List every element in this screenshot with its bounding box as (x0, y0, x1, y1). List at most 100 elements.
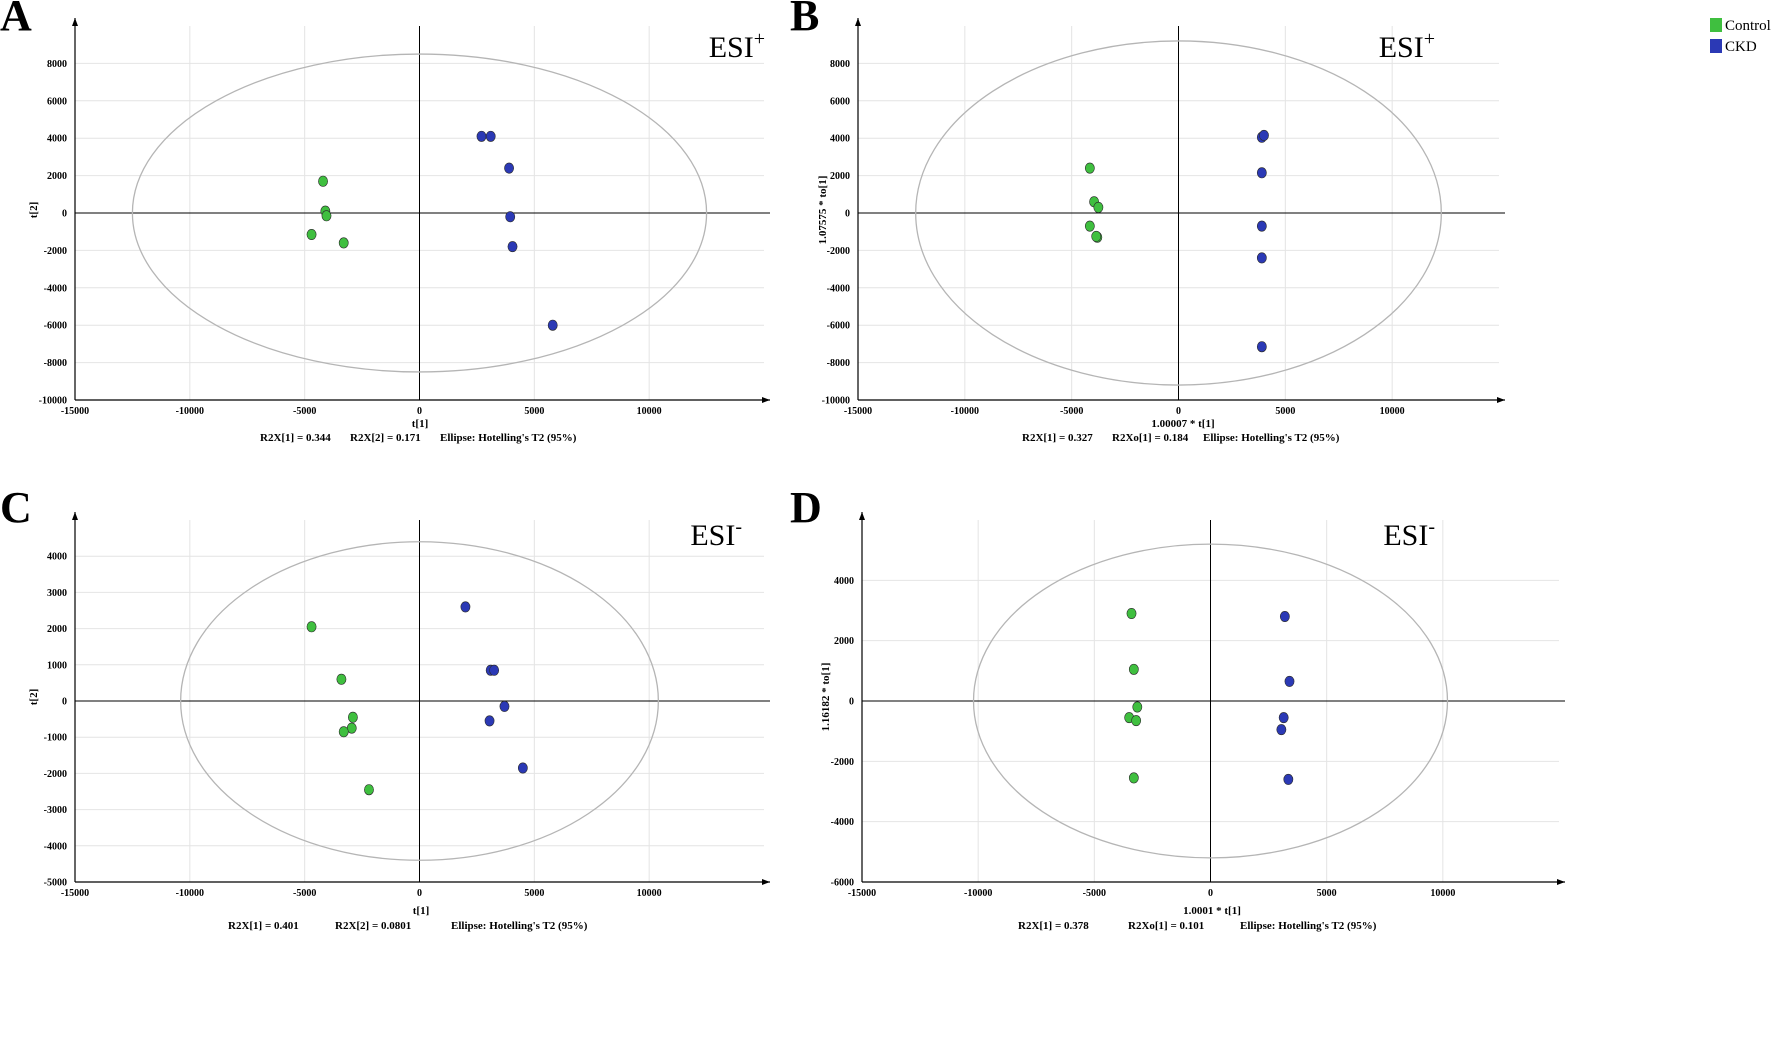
y-axis-arrow (855, 18, 861, 26)
y-axis-arrow (72, 512, 78, 520)
data-point-control (1084, 162, 1095, 174)
y-axis-arrow (72, 18, 78, 26)
x-tick-label: 10000 (637, 406, 662, 417)
x-tick-label: 5000 (524, 888, 544, 899)
x-tick-label: -15000 (61, 406, 89, 417)
x-axis-title: t[1] (413, 905, 430, 917)
y-tick-label: 6000 (830, 96, 850, 107)
x-axis-arrow (762, 879, 770, 885)
y-tick-label: -8000 (827, 358, 850, 369)
data-point-ckd (1259, 129, 1269, 141)
panel-a: -15000 -10000 -5000 0 5000 10000-10000-8000-6… (0, 0, 770, 444)
panels-layer: -15000 -10000 -5000 0 5000 10000-10000-8000-6… (0, 0, 1565, 932)
y-tick-label: 0 (845, 209, 850, 220)
panel-title-sup: - (735, 516, 742, 538)
x-tick-label: -15000 (61, 888, 89, 899)
x-tick-label: 5000 (1317, 888, 1337, 899)
x-tick-label: 5000 (524, 406, 544, 417)
hotelling-ellipse (915, 40, 1442, 386)
data-point-control (364, 784, 374, 796)
y-axis-arrow (859, 512, 865, 520)
y-tick-label: 8000 (830, 59, 850, 70)
data-point-control (1126, 608, 1137, 620)
y-tick-label: 4000 (47, 552, 67, 563)
data-point-ckd (507, 241, 518, 253)
data-point-control (1128, 772, 1139, 784)
data-point-ckd (1279, 611, 1290, 623)
y-tick-label: 2000 (830, 171, 850, 182)
panel-title: ESI+ (1379, 28, 1435, 64)
y-tick-label: 1000 (47, 660, 67, 671)
x-tick-label: -10000 (176, 406, 204, 417)
x-axis-arrow (1497, 397, 1505, 403)
model-stat: R2X[1] = 0.327 (1022, 432, 1093, 444)
y-tick-label: 8000 (47, 59, 67, 70)
y-tick-label: -2000 (827, 246, 850, 257)
x-axis-title: t[1] (412, 418, 429, 430)
data-point-ckd (489, 664, 500, 676)
y-tick-label: -6000 (44, 321, 67, 332)
hotelling-ellipse (972, 543, 1449, 859)
data-point-control (338, 237, 349, 249)
data-point-ckd (517, 762, 528, 774)
x-tick-label: -5000 (1083, 888, 1106, 899)
y-tick-label: -5000 (44, 878, 67, 889)
panel-title-main: ESI (709, 31, 754, 64)
x-tick-label: -10000 (176, 888, 204, 899)
x-tick-label: 10000 (1380, 406, 1405, 417)
y-tick-label: -10000 (822, 396, 850, 407)
y-tick-label: 2000 (47, 624, 67, 635)
y-axis-title: 1.07575 * to[1] (817, 176, 829, 245)
x-axis-arrow (762, 397, 770, 403)
y-axis-title: 1.16182 * to[1] (820, 663, 832, 732)
y-tick-label: 0 (62, 209, 67, 220)
x-tick-label: -10000 (964, 888, 992, 899)
y-axis-title: t[2] (28, 689, 40, 706)
panel-title: ESI+ (709, 28, 765, 64)
legend-label-control: Control (1725, 18, 1771, 34)
legend-swatch-control (1710, 18, 1722, 32)
data-point-ckd (484, 715, 495, 727)
data-point-ckd (1276, 724, 1287, 736)
data-point-ckd (547, 319, 558, 331)
model-stat: Ellipse: Hotelling's T2 (95%) (451, 920, 588, 932)
panel-title-main: ESI (690, 519, 735, 552)
data-point-ckd (1256, 252, 1267, 264)
panel-d: -15000 -10000 -5000 0 5000 10000-6000-4000-20… (790, 483, 1565, 932)
legend: Control CKD (1710, 18, 1771, 55)
data-point-control (1128, 663, 1139, 675)
x-tick-label: 0 (417, 888, 422, 899)
data-point-ckd (1278, 712, 1289, 724)
y-tick-label: -4000 (44, 283, 67, 294)
model-stat: R2X[1] = 0.401 (228, 920, 299, 932)
y-tick-label: 6000 (47, 96, 67, 107)
data-point-control (1093, 201, 1104, 213)
panel-title-sup: + (754, 28, 765, 50)
x-axis-title: 1.0001 * t[1] (1183, 905, 1241, 917)
y-tick-label: -3000 (44, 805, 67, 816)
data-point-ckd (504, 162, 514, 174)
y-tick-label: 2000 (47, 171, 67, 182)
y-tick-label: -10000 (39, 396, 67, 407)
y-tick-label: -6000 (827, 321, 850, 332)
x-tick-label: -5000 (293, 406, 316, 417)
data-point-control (347, 711, 358, 723)
panel-title-sup: - (1428, 516, 1435, 538)
y-tick-label: 0 (62, 697, 67, 708)
data-point-ckd (1283, 773, 1294, 785)
panel-letter: B (790, 0, 819, 40)
data-point-ckd (485, 130, 496, 142)
x-tick-label: 0 (1176, 406, 1181, 417)
data-point-control (338, 726, 349, 738)
x-tick-label: -5000 (1060, 406, 1083, 417)
data-point-control (318, 175, 328, 187)
y-tick-label: -4000 (827, 283, 850, 294)
x-tick-label: 0 (417, 406, 422, 417)
data-point-control (1091, 230, 1102, 242)
data-point-ckd (476, 130, 487, 142)
model-stat: R2Xo[1] = 0.184 (1112, 432, 1189, 444)
y-tick-label: -8000 (44, 358, 67, 369)
data-point-control (1132, 701, 1143, 713)
legend-swatch-ckd (1710, 39, 1722, 53)
